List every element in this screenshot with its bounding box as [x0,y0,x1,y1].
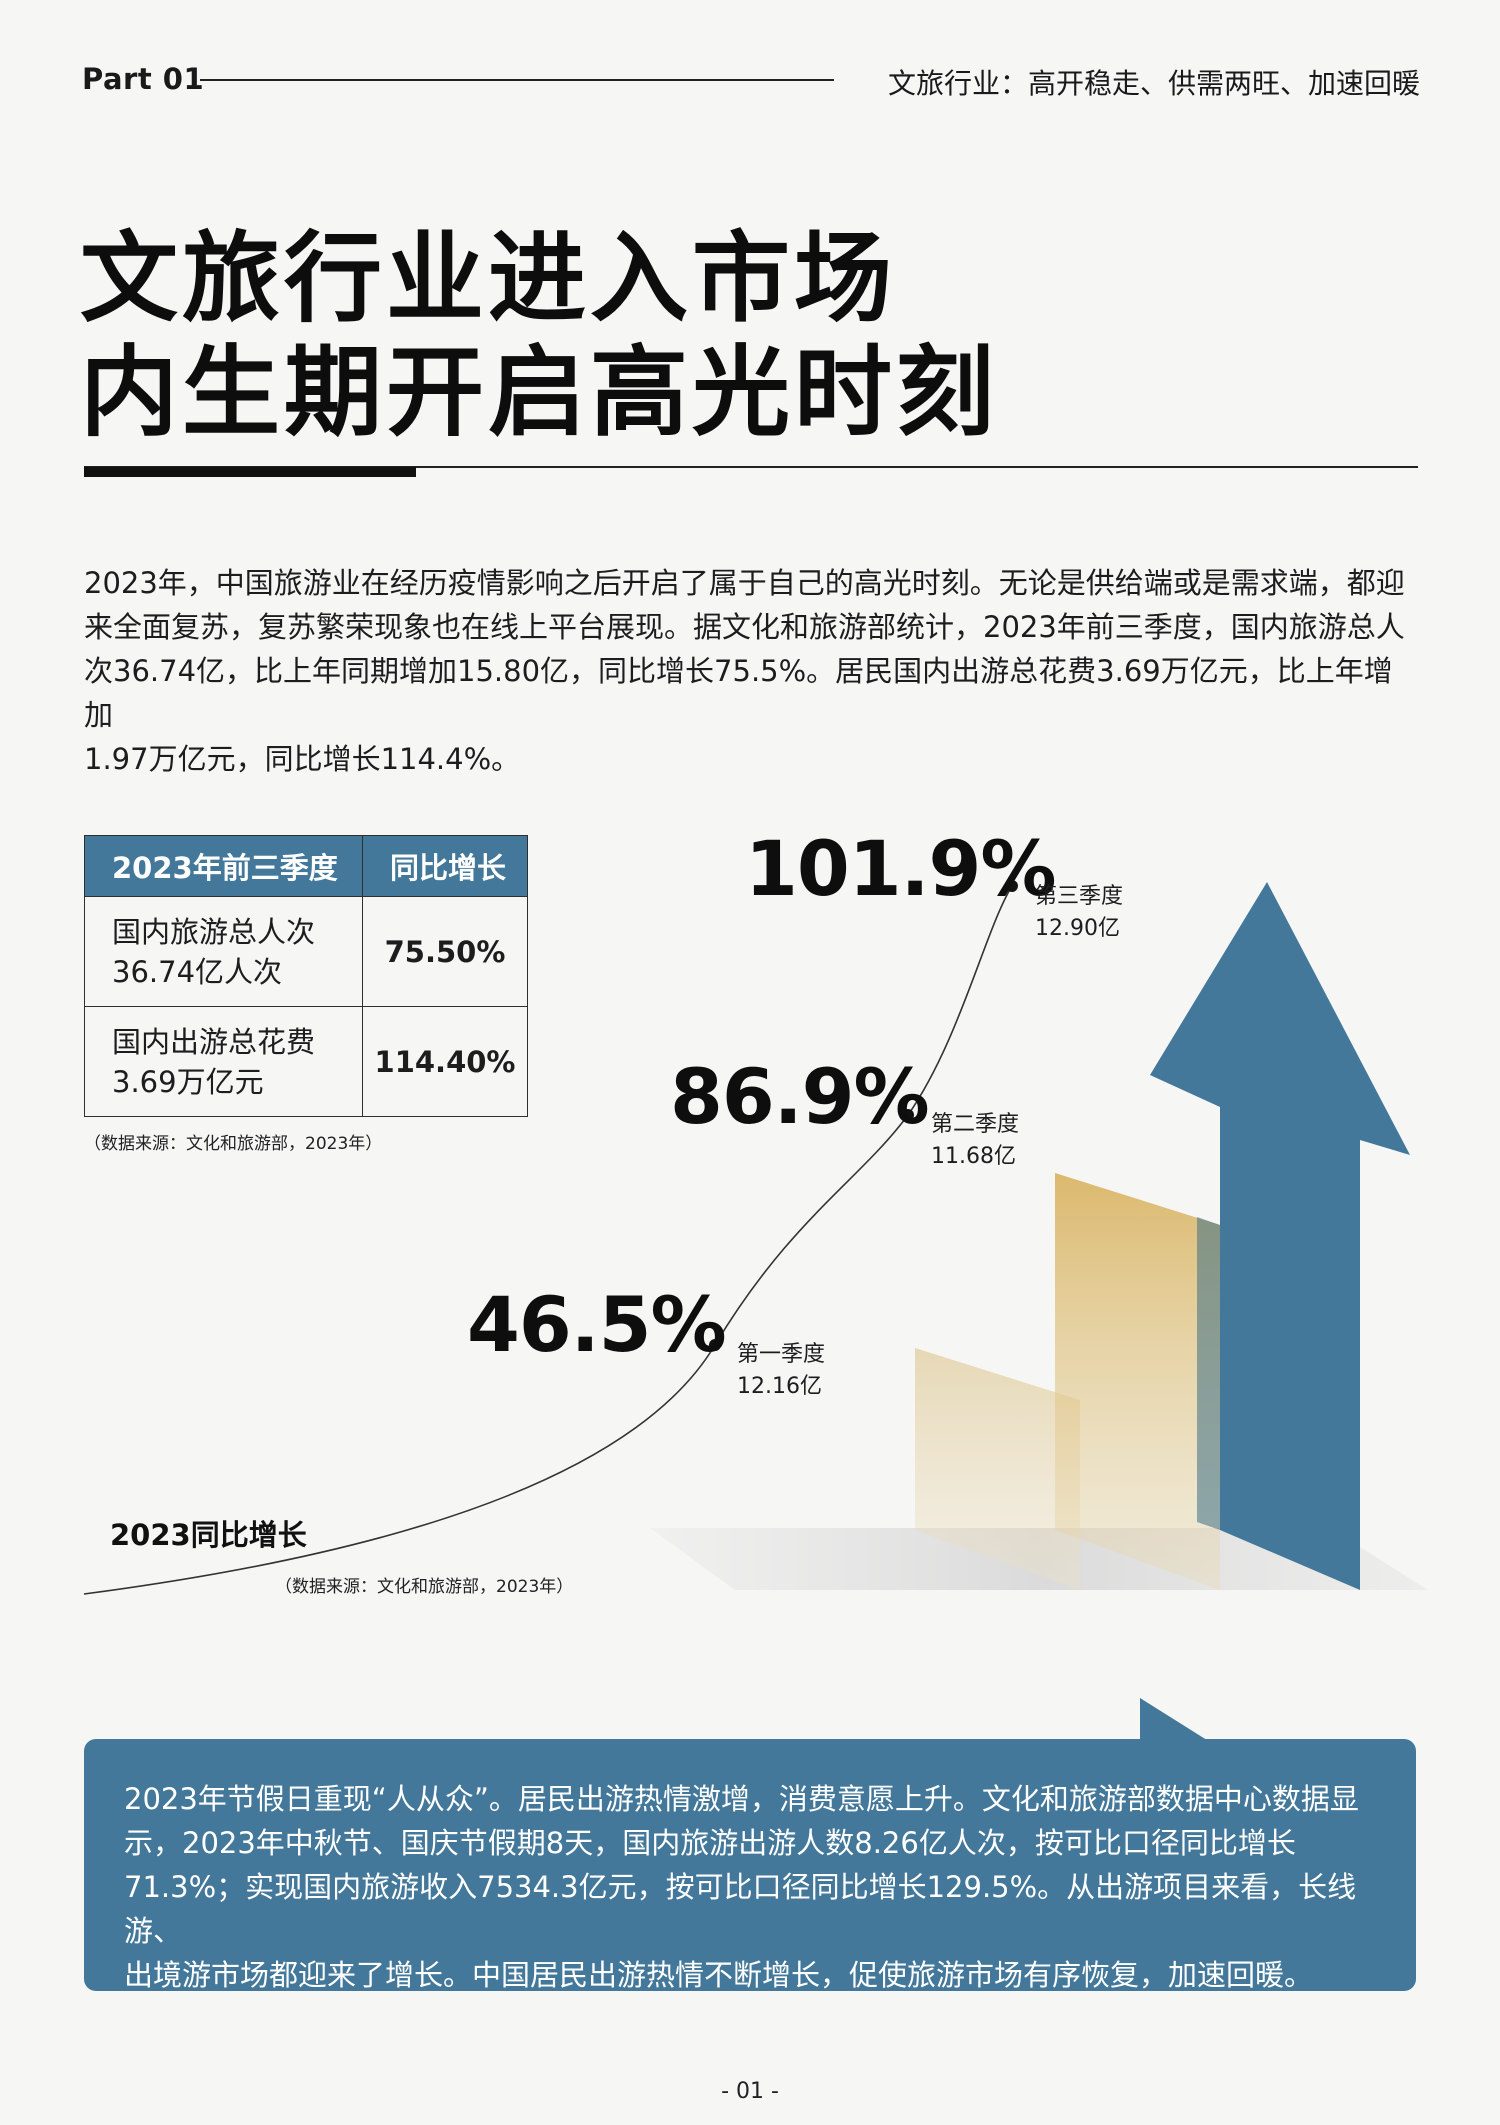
quarter-label: 第三季度 12.90亿 [1035,878,1123,942]
callout-line: 71.3%；实现国内旅游收入7534.3亿元，按可比口径同比增长129.5%。从… [124,1870,1357,1948]
intro-line: 2023年，中国旅游业在经历疫情影响之后开启了属于自己的高光时刻。无论是供给端或… [84,566,1405,600]
callout-box [84,1739,1416,1991]
page-title: 文旅行业进入市场 内生期开启高光时刻 [80,222,998,450]
quarter-amount: 11.68亿 [931,1144,1016,1169]
bar-overlap [1197,1217,1220,1530]
table-cell-growth: 75.50% [362,896,528,1007]
title-divider [84,466,1418,468]
callout-line: 出境游市场都迎来了增长。中国居民出游热情不断增长，促使旅游市场有序恢复，加速回暖… [124,1958,1314,1992]
quarter-amount: 12.90亿 [1035,916,1120,941]
metric-amount: 36.74亿人次 [112,954,283,989]
title-line-2: 内生期开启高光时刻 [80,336,999,450]
header-subtitle: 文旅行业：高开稳走、供需两旺、加速回暖 [887,67,1420,100]
table-cell-metric: 国内出游总花费 3.69万亿元 [84,1006,363,1117]
metric-name: 国内旅游总人次 [112,914,316,949]
growth-value-label: 86.9% [670,1052,930,1141]
intro-line: 来全面复苏，复苏繁荣现象也在线上平台展现。据文化和旅游部统计，2023年前三季度… [84,610,1405,644]
header-divider [200,79,834,81]
quarter-name: 第二季度 [931,1112,1020,1137]
table-source-note: （数据来源：文化和旅游部，2023年） [84,1134,383,1154]
callout-text: 2023年节假日重现“人从众”。居民出游热情激增，消费意愿上升。文化和旅游部数据… [124,1777,1394,1997]
table-header-period: 2023年前三季度 [84,835,363,897]
title-accent-bar [84,467,416,477]
metric-name: 国内出游总花费 [112,1024,316,1059]
table-cell-growth: 114.40% [362,1006,528,1117]
callout-line: 示，2023年中秋节、国庆节假期8天，国内旅游出游人数8.26亿人次，按可比口径… [124,1826,1296,1860]
stats-table: 2023年前三季度 同比增长 国内旅游总人次 36.74亿人次 75.50% 国… [84,835,528,1117]
data-point-3 [1006,880,1018,892]
quarter-label: 第一季度 12.16亿 [737,1336,825,1400]
intro-line: 次36.74亿，比上年同期增加15.80亿，同比增长75.5%。居民国内出游总花… [84,654,1393,732]
bar-medium [1055,1173,1220,1590]
chart-title: 2023同比增长 [110,1518,307,1552]
growth-value-label: 101.9% [745,824,1057,913]
quarter-name: 第三季度 [1035,884,1124,909]
page-number: - 01 - [721,2079,779,2104]
table-row: 国内旅游总人次 36.74亿人次 75.50% [84,896,528,1007]
quarter-label: 第二季度 11.68亿 [931,1106,1019,1170]
chart-source-note: （数据来源：文化和旅游部，2023年） [275,1577,574,1597]
table-row: 国内出游总花费 3.69万亿元 114.40% [84,1006,528,1117]
table-header-growth: 同比增长 [362,835,528,897]
quarter-amount: 12.16亿 [737,1374,822,1399]
intro-paragraph: 2023年，中国旅游业在经历疫情影响之后开启了属于自己的高光时刻。无论是供给端或… [84,561,1418,781]
callout-line: 2023年节假日重现“人从众”。居民出游热情激增，消费意愿上升。文化和旅游部数据… [124,1782,1359,1816]
bar-small [915,1348,1080,1590]
quarter-name: 第一季度 [737,1342,826,1367]
table-header-row: 2023年前三季度 同比增长 [84,835,528,897]
title-line-1: 文旅行业进入市场 [80,222,897,336]
metric-amount: 3.69万亿元 [112,1064,264,1099]
callout-pointer [1140,1698,1210,1742]
data-point-2 [902,1109,914,1121]
intro-line: 1.97万亿元，同比增长114.4%。 [84,742,521,776]
data-point-1 [709,1339,721,1351]
growth-value-label: 46.5% [467,1280,727,1369]
table-cell-metric: 国内旅游总人次 36.74亿人次 [84,896,363,1007]
arrow-up-icon [1150,882,1410,1590]
part-label: Part 01 [82,62,205,96]
growth-curve [83,885,1013,1595]
